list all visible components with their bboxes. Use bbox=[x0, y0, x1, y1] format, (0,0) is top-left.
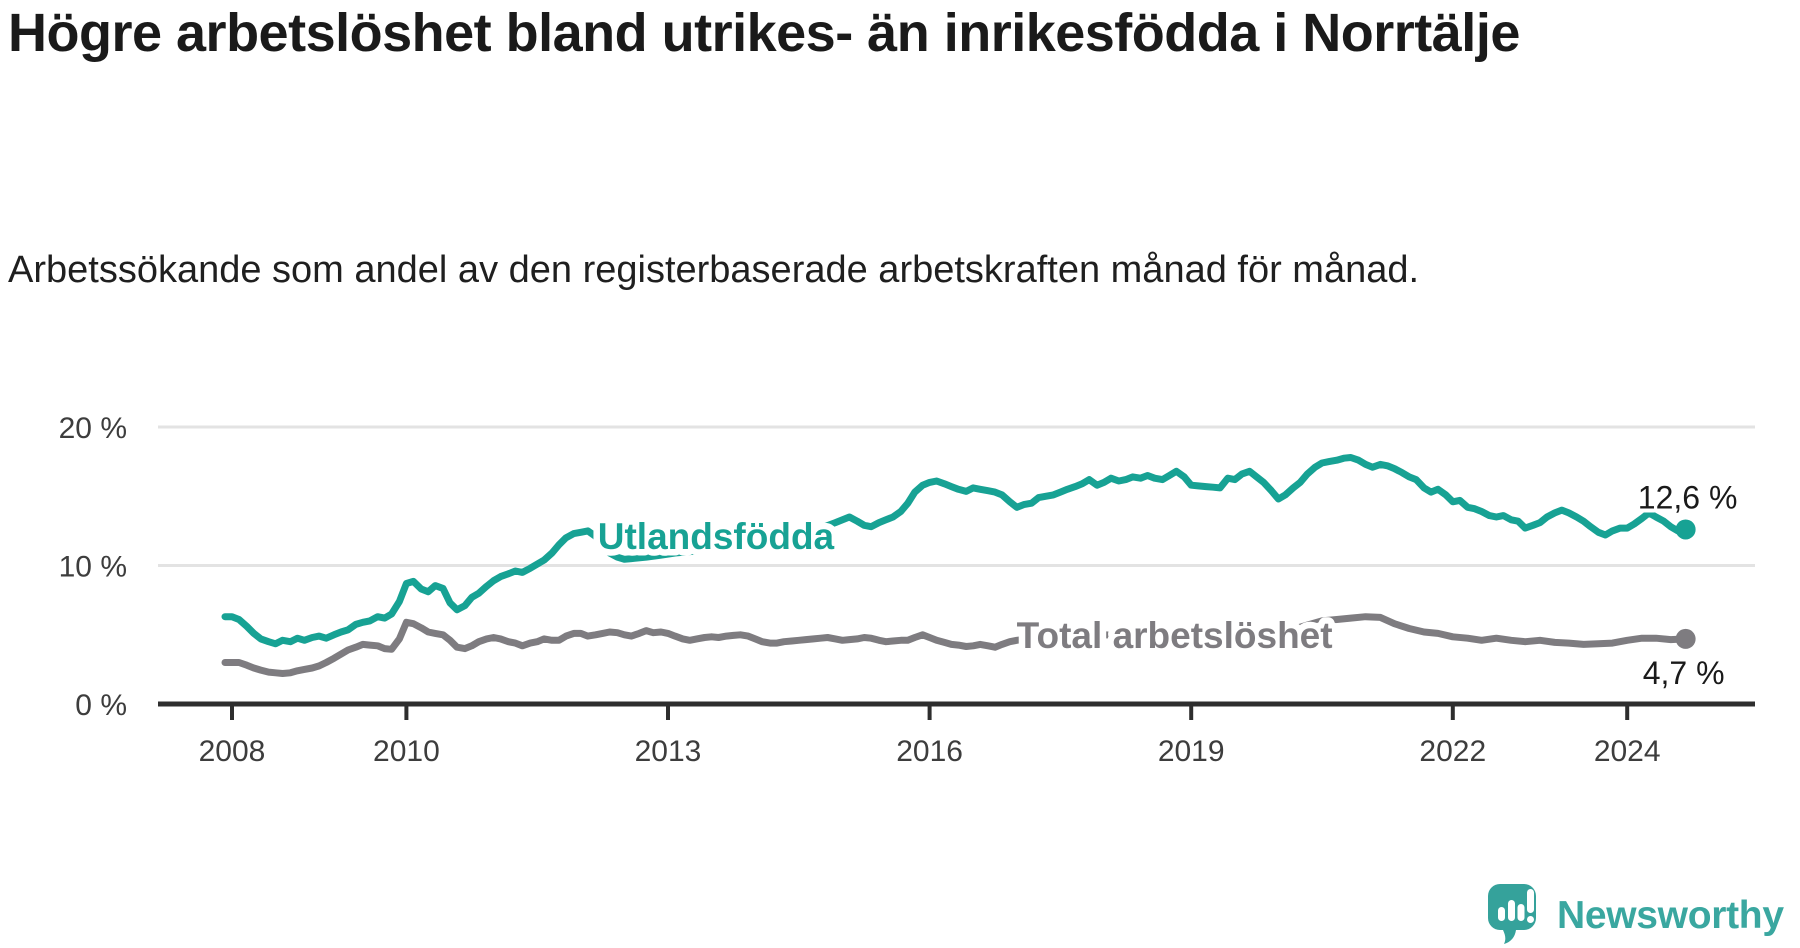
x-tick-label-2024: 2024 bbox=[1594, 735, 1661, 768]
x-tick-label-2010: 2010 bbox=[373, 735, 440, 768]
x-tick-label-2008: 2008 bbox=[199, 735, 266, 768]
newsworthy-logo-text: Newsworthy bbox=[1557, 893, 1784, 937]
page-subtitle: Arbetssökande som andel av den registerb… bbox=[8, 249, 1420, 291]
series-label-total-arbetsloshet: Total arbetslöshet bbox=[1017, 615, 1333, 656]
series-line-total-arbetsloshet bbox=[221, 613, 1690, 677]
series-line-utlandsfodda bbox=[221, 454, 1690, 648]
y-tick-label-0: 0 % bbox=[75, 689, 127, 722]
newsworthy-logo[interactable]: Newsworthy bbox=[1488, 884, 1784, 946]
y-tick-label-10: 10 % bbox=[59, 551, 127, 584]
newsworthy-speech-bubble-chart-icon bbox=[1488, 884, 1536, 944]
value-label-utlandsfodda: 12,6 % bbox=[1638, 479, 1738, 515]
x-tick-label-2019: 2019 bbox=[1158, 735, 1225, 768]
value-label-total-arbetsloshet: 4,7 % bbox=[1643, 655, 1725, 691]
x-tick-label-2022: 2022 bbox=[1419, 735, 1486, 768]
x-tick-label-2016: 2016 bbox=[896, 735, 963, 768]
series-end-dot-total-arbetsloshet bbox=[1675, 628, 1696, 649]
series-label-utlandsfodda: Utlandsfödda bbox=[598, 516, 835, 557]
y-tick-label-20: 20 % bbox=[59, 412, 127, 445]
x-tick-label-2013: 2013 bbox=[635, 735, 702, 768]
series-end-dot-utlandsfodda bbox=[1675, 519, 1696, 540]
page-title: Högre arbetslöshet bland utrikes- än inr… bbox=[8, 3, 1520, 63]
